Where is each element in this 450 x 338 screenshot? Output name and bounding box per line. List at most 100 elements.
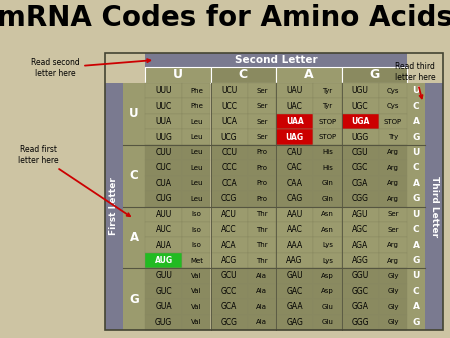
Bar: [211, 98, 248, 114]
Text: UUA: UUA: [156, 117, 172, 126]
Text: CGG: CGG: [351, 194, 369, 203]
Bar: [276, 145, 313, 160]
Bar: [379, 83, 407, 98]
Bar: [313, 237, 342, 253]
Bar: [342, 191, 379, 207]
Text: Try: Try: [388, 134, 398, 140]
Bar: [211, 299, 248, 315]
Bar: [123, 83, 145, 330]
Bar: [145, 98, 182, 114]
Text: UUC: UUC: [156, 102, 172, 111]
Text: Ser: Ser: [256, 103, 268, 109]
Text: AGG: AGG: [352, 256, 369, 265]
Text: CGU: CGU: [352, 148, 369, 157]
Bar: [145, 315, 182, 330]
Text: ACG: ACG: [221, 256, 237, 265]
Bar: [313, 268, 342, 284]
Text: CCU: CCU: [221, 148, 237, 157]
Text: Pro: Pro: [256, 149, 267, 155]
Text: CUG: CUG: [155, 194, 172, 203]
Text: U: U: [412, 210, 420, 219]
Bar: [182, 299, 211, 315]
Text: UAA: UAA: [286, 117, 304, 126]
Bar: [342, 176, 379, 191]
Bar: [342, 207, 379, 222]
Text: Ser: Ser: [256, 88, 268, 94]
Bar: [182, 98, 211, 114]
Text: G: G: [369, 69, 379, 81]
Text: GGA: GGA: [351, 303, 369, 311]
Text: AUC: AUC: [156, 225, 171, 234]
Bar: [342, 145, 379, 160]
Bar: [248, 98, 276, 114]
Text: GGG: GGG: [351, 318, 369, 327]
Bar: [248, 237, 276, 253]
Text: Val: Val: [191, 273, 202, 279]
Bar: [145, 253, 182, 268]
Bar: [182, 83, 211, 98]
Text: Pro: Pro: [256, 180, 267, 186]
Text: Cys: Cys: [387, 88, 399, 94]
Bar: [379, 207, 407, 222]
Text: Gly: Gly: [387, 273, 399, 279]
Text: Arg: Arg: [387, 242, 399, 248]
Bar: [248, 160, 276, 176]
Bar: [313, 83, 342, 98]
Bar: [248, 129, 276, 145]
Text: UGU: UGU: [352, 86, 369, 95]
Bar: [342, 284, 379, 299]
Text: ACA: ACA: [221, 241, 237, 249]
Text: Leu: Leu: [190, 165, 202, 171]
Text: AUU: AUU: [156, 210, 172, 219]
Bar: [182, 145, 211, 160]
Text: C: C: [413, 225, 419, 234]
Text: U: U: [173, 69, 183, 81]
Text: G: G: [412, 256, 420, 265]
Bar: [313, 145, 342, 160]
Text: Asn: Asn: [321, 227, 334, 233]
Bar: [379, 129, 407, 145]
Text: GAC: GAC: [287, 287, 303, 296]
Text: GUA: GUA: [155, 303, 172, 311]
Bar: [379, 237, 407, 253]
Bar: [105, 53, 443, 330]
Text: GAG: GAG: [286, 318, 303, 327]
Text: U: U: [412, 148, 420, 157]
Text: Arg: Arg: [387, 196, 399, 202]
Text: A: A: [130, 231, 139, 244]
Bar: [342, 67, 407, 83]
Text: Phe: Phe: [190, 103, 203, 109]
Text: His: His: [322, 165, 333, 171]
Bar: [276, 268, 313, 284]
Bar: [379, 222, 407, 237]
Bar: [145, 83, 182, 98]
Text: GUU: GUU: [155, 271, 172, 281]
Text: Ala: Ala: [256, 304, 267, 310]
Text: Asp: Asp: [321, 273, 334, 279]
Bar: [248, 114, 276, 129]
Bar: [211, 207, 248, 222]
Bar: [342, 160, 379, 176]
Bar: [379, 284, 407, 299]
Bar: [425, 83, 443, 330]
Text: Iso: Iso: [192, 227, 201, 233]
Text: Glu: Glu: [321, 319, 333, 325]
Bar: [313, 98, 342, 114]
Text: mRNA Codes for Amino Acids: mRNA Codes for Amino Acids: [0, 4, 450, 32]
Text: Ala: Ala: [256, 319, 267, 325]
Bar: [145, 207, 182, 222]
Text: Ala: Ala: [256, 273, 267, 279]
Bar: [248, 315, 276, 330]
Text: Asn: Asn: [321, 211, 334, 217]
Text: Thr: Thr: [256, 258, 268, 264]
Bar: [342, 114, 379, 129]
Text: G: G: [412, 318, 420, 327]
Text: CAU: CAU: [287, 148, 303, 157]
Bar: [182, 253, 211, 268]
Text: U: U: [129, 107, 139, 120]
Bar: [105, 83, 123, 330]
Text: C: C: [130, 169, 139, 182]
Bar: [276, 176, 313, 191]
Bar: [182, 191, 211, 207]
Bar: [313, 191, 342, 207]
